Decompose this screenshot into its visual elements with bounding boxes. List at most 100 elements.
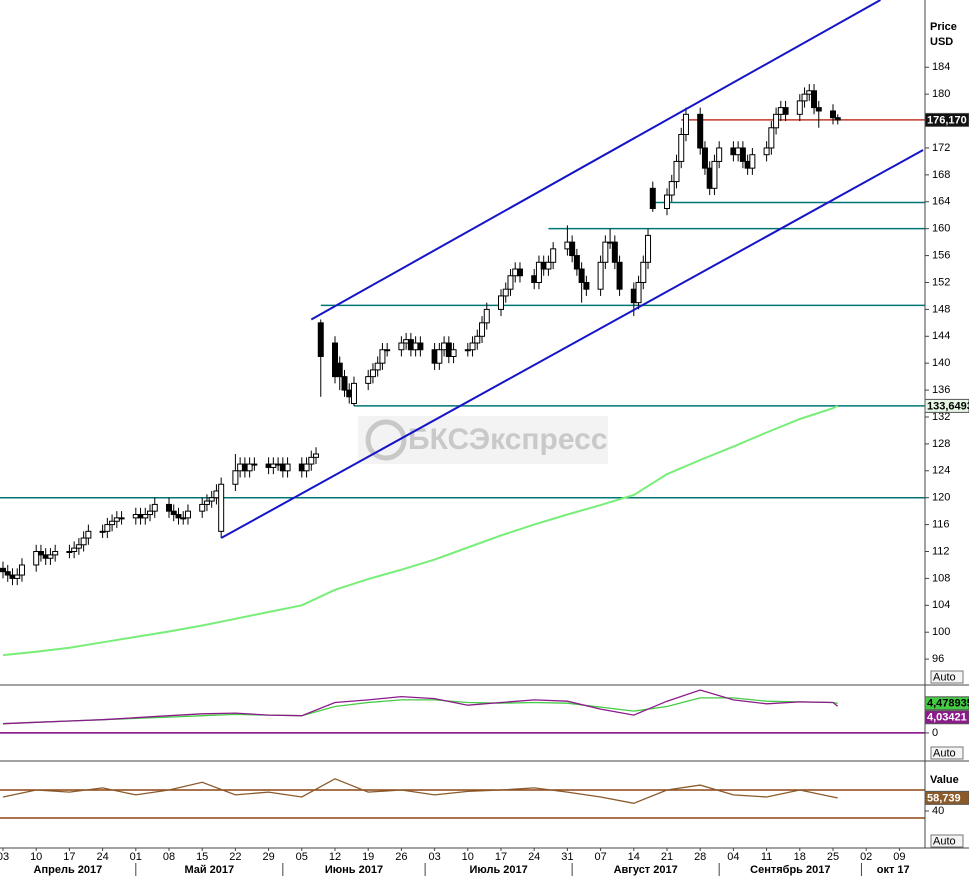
candle-body	[85, 530, 92, 539]
candle-body	[573, 255, 580, 270]
candle-body	[436, 349, 443, 364]
candle-body	[398, 342, 405, 351]
y-tick-label: 148	[932, 303, 950, 315]
value-tag: 133,6493	[927, 400, 969, 412]
candle-body	[502, 288, 509, 297]
candle-body	[99, 530, 106, 533]
x-tick-label: 31	[561, 851, 573, 863]
candle-body	[578, 268, 585, 283]
candle-body	[199, 503, 206, 512]
candle-body	[811, 90, 818, 109]
candle-body	[308, 456, 315, 465]
candle-body	[569, 241, 576, 257]
candle-body	[166, 503, 172, 512]
auto-button-bg[interactable]	[930, 670, 964, 684]
candle-body	[450, 349, 457, 357]
candle-body	[232, 470, 239, 485]
candle-body	[483, 308, 490, 324]
auto-button-bg[interactable]	[930, 746, 964, 760]
auto-button[interactable]: Auto	[933, 835, 956, 847]
candle-body	[369, 369, 376, 378]
month-label: Июль 2017	[469, 864, 527, 876]
x-tick-label: 03	[428, 851, 440, 863]
candle-body	[203, 500, 210, 505]
x-tick-label: 21	[661, 851, 673, 863]
axis-label: Price	[930, 21, 957, 33]
candle-body	[550, 248, 557, 263]
y-tick-label: 168	[932, 169, 950, 181]
y-tick-label: 128	[932, 438, 950, 450]
axis-label: Value	[930, 774, 959, 786]
candle-body	[498, 295, 504, 310]
candle-body	[763, 147, 770, 156]
watermark-logo	[365, 419, 407, 461]
candle-body	[18, 564, 25, 576]
candle-body	[664, 194, 670, 209]
y-tick-label: 112	[932, 545, 950, 557]
candle-body	[801, 93, 808, 102]
candle-body	[640, 261, 647, 283]
candle-body	[716, 147, 723, 162]
value-tag-bg	[924, 696, 969, 711]
watermark-text: БКСЭкспресс	[408, 423, 608, 456]
candle-body	[773, 113, 780, 129]
x-tick-label: 24	[528, 851, 540, 863]
y-tick-label: 116	[932, 519, 950, 531]
auto-button[interactable]: Auto	[933, 671, 956, 683]
candle-body	[208, 497, 215, 502]
candle-body	[303, 463, 310, 472]
candle-body	[830, 110, 836, 119]
candle-body	[701, 147, 708, 169]
candle-body	[516, 268, 523, 277]
candle-body	[71, 547, 78, 553]
month-label: окт 17	[877, 864, 910, 876]
x-tick-label: 11	[761, 851, 772, 863]
y-tick-label: 124	[932, 465, 950, 477]
y-tick-label: 164	[932, 196, 950, 208]
candle-body	[597, 261, 604, 290]
candle-body	[616, 261, 623, 290]
y-tick-label: 104	[932, 599, 950, 611]
y-tick-label: 132	[932, 411, 950, 423]
x-tick-label: 04	[727, 851, 739, 863]
auto-button[interactable]: Auto	[933, 747, 956, 759]
candle-body	[14, 574, 21, 579]
candle-body	[697, 113, 704, 149]
candle-body	[379, 349, 386, 364]
candle-body	[469, 342, 476, 351]
y-tick-label: 180	[932, 88, 950, 100]
x-tick-label: 15	[196, 851, 208, 863]
auto-button-bg[interactable]	[930, 834, 964, 848]
y-tick-label: 160	[932, 223, 950, 235]
candle-body	[118, 517, 125, 520]
candle-body	[384, 349, 391, 352]
y-tick-label: 100	[932, 626, 950, 638]
candle-body	[815, 107, 822, 112]
candle-body	[834, 117, 841, 121]
value-tag: 176,170	[927, 114, 967, 126]
x-tick-label: 17	[63, 851, 75, 863]
candle-body	[611, 241, 618, 263]
x-tick-label: 05	[296, 851, 308, 863]
month-label: Июнь 2017	[325, 864, 383, 876]
candle-body	[350, 382, 357, 405]
candle-body	[75, 544, 82, 549]
value-tag: 58,739	[927, 792, 961, 804]
x-tick-label: 19	[362, 851, 374, 863]
plot-area	[0, 0, 925, 819]
candle-body	[464, 349, 471, 352]
y-tick-label: 0	[932, 727, 938, 739]
x-tick-label: 03	[0, 851, 9, 863]
candle-body	[678, 134, 685, 162]
panel	[0, 0, 925, 657]
x-tick-label: 10	[30, 851, 42, 863]
candle-body	[151, 503, 158, 512]
trend-line	[220, 149, 924, 539]
value-tag: 4,478935	[927, 698, 969, 710]
y-tick-label: 120	[932, 492, 950, 504]
candle-body	[635, 281, 642, 304]
candle-body	[251, 463, 258, 466]
candle-body	[336, 362, 343, 378]
y-tick-label: 136	[932, 384, 950, 396]
candle-body	[374, 362, 381, 371]
